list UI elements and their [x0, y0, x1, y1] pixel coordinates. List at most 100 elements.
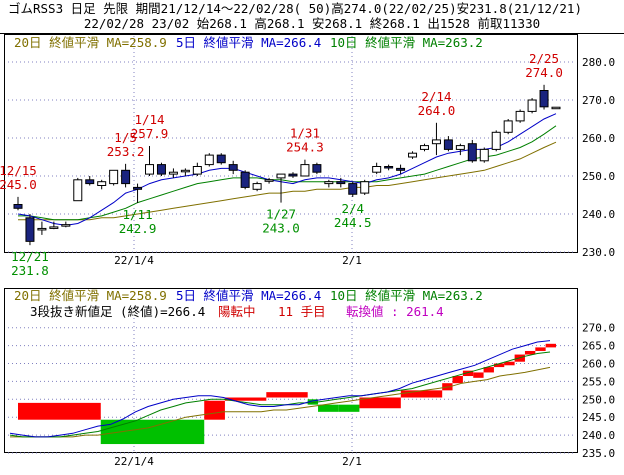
annotation-date: 2/14 — [421, 89, 451, 104]
three-line-break-block — [535, 347, 546, 351]
kagi-ma5-line — [9, 340, 551, 438]
kagi-ytick-label: 265.0 — [582, 340, 615, 353]
candle-body — [121, 169, 131, 185]
kagi-panel-marks — [9, 340, 556, 445]
kagi-xtick-label: 22/1/4 — [114, 455, 154, 468]
candle-body — [133, 186, 143, 190]
legend-ma10-bottom: 10日 終値平滑 MA=263.2 — [330, 288, 483, 303]
candle-body — [431, 139, 441, 145]
kagi-ytick-label: 235.0 — [582, 447, 615, 460]
kagi-ytick-label: 245.0 — [582, 411, 615, 424]
three-line-break-block — [338, 404, 360, 412]
candle-body — [551, 106, 561, 110]
price-ytick-label: 270.0 — [582, 94, 615, 107]
candle-body — [312, 164, 322, 173]
kagi-ytick-label: 240.0 — [582, 429, 615, 442]
annotation-value: 243.0 — [262, 221, 300, 236]
kagi-status-value: 3段抜き新値足 (終値)=266.4 — [30, 304, 205, 319]
kagi-ma10-line — [9, 351, 551, 438]
price-xtick-label: 2/1 — [342, 254, 362, 267]
price-ma20-line — [18, 141, 557, 221]
kagi-ytick-label: 260.0 — [582, 358, 615, 371]
candle-body — [276, 173, 286, 179]
three-line-break-block — [493, 363, 505, 368]
candle-body — [539, 90, 549, 108]
candle-body — [300, 164, 310, 177]
three-line-break-block — [452, 376, 463, 384]
candle-body — [216, 154, 226, 164]
annotation-date: 1/27 — [266, 207, 296, 222]
kagi-status-reversal: 転換値 : 261.4 — [346, 304, 444, 319]
chart-header: ゴムRSS3 日足 先限 期間21/12/14～22/02/28( 50)高27… — [0, 0, 624, 34]
candle-body — [360, 181, 370, 194]
candle-body — [73, 179, 83, 202]
candle-body — [467, 143, 477, 162]
legend-ma10-top: 10日 終値平滑 MA=263.2 — [330, 35, 483, 50]
candle-body — [156, 164, 166, 175]
candle-body — [109, 169, 119, 185]
header-latest-bar-line: 22/02/28 23/02 始268.1 高268.1 安268.1 終268… — [83, 16, 541, 31]
kagi-ytick-label: 270.0 — [582, 322, 615, 335]
three-line-break-block — [100, 419, 205, 445]
candle-body — [288, 173, 298, 177]
annotation-value: 253.2 — [107, 144, 145, 159]
candle-body — [252, 183, 262, 190]
candle-body — [264, 179, 274, 182]
annotation-value: 264.0 — [418, 103, 456, 118]
candle-body — [455, 145, 465, 150]
legend-ma5-bottom: 5日 終値平滑 MA=266.4 — [176, 288, 321, 303]
candle-body — [97, 181, 107, 186]
annotation-date: 2/25 — [529, 51, 559, 66]
candle-body — [408, 152, 418, 158]
annotation-date: 1/31 — [290, 126, 320, 141]
price-panel-grid — [8, 36, 575, 253]
kagi-ytick-label: 250.0 — [582, 393, 615, 406]
legend-ma5-top: 5日 終値平滑 MA=266.4 — [176, 35, 321, 50]
legend-ma20-top: 20日 終値平滑 MA=258.9 — [14, 35, 167, 50]
legend-ma20-bottom: 20日 終値平滑 MA=258.9 — [14, 288, 167, 303]
annotation-date: 1/11 — [123, 207, 153, 222]
kagi-status-step: 11 手目 — [278, 304, 326, 319]
three-line-break-block — [18, 402, 101, 420]
three-line-break-block — [483, 367, 494, 373]
candle-body — [443, 139, 453, 150]
candle-body — [240, 171, 250, 188]
three-line-break-block — [204, 400, 225, 420]
three-line-break-block — [318, 404, 339, 412]
candle-body — [479, 148, 489, 162]
annotation-date: 1/5 — [114, 130, 137, 145]
candle-body — [25, 217, 35, 242]
candle-body — [503, 120, 513, 133]
kagi-panel-grid — [8, 318, 575, 454]
three-line-break-block — [359, 397, 401, 409]
axis-labels: 230.0 240.0 250.0 260.0 270.0 280.0 235.0 240.0… — [114, 56, 615, 468]
three-line-break-block — [545, 343, 556, 348]
annotation-date: 12/15 — [0, 163, 37, 178]
candle-body — [228, 164, 238, 171]
price-ytick-label: 280.0 — [582, 56, 615, 69]
candle-body — [515, 110, 525, 122]
kagi-panel-frame — [4, 288, 578, 453]
three-line-break-block — [524, 350, 536, 355]
three-line-break-block — [400, 390, 443, 398]
candle-body — [324, 181, 334, 185]
three-line-break-block — [266, 392, 308, 398]
price-ytick-label: 240.0 — [582, 208, 615, 221]
three-line-break-block — [224, 397, 267, 401]
price-ytick-label: 230.0 — [582, 246, 615, 259]
annotation-value: 231.8 — [11, 263, 49, 278]
candle-body — [204, 154, 214, 166]
candle-body — [168, 171, 178, 175]
candle-body — [336, 181, 346, 185]
price-ytick-label: 260.0 — [582, 132, 615, 145]
three-line-break-block — [504, 361, 515, 366]
candle-body — [372, 166, 382, 173]
candle-body — [491, 131, 501, 150]
annotation-value: 274.0 — [525, 65, 563, 80]
price-ytick-label: 250.0 — [582, 170, 615, 183]
price-ma10-line — [18, 125, 557, 221]
candle-body — [384, 166, 394, 169]
annotation-date: 2/4 — [341, 201, 364, 216]
candle-body — [61, 224, 71, 227]
